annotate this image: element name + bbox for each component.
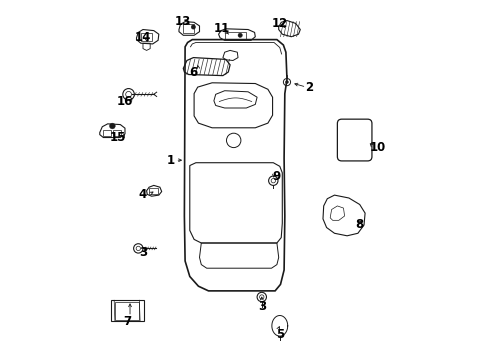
Text: 7: 7 — [123, 315, 131, 328]
Bar — [149, 188, 158, 194]
Bar — [103, 130, 111, 136]
Circle shape — [191, 25, 195, 29]
Circle shape — [238, 33, 242, 37]
Text: 10: 10 — [369, 141, 385, 154]
Text: 13: 13 — [175, 15, 191, 28]
Text: 14: 14 — [135, 31, 151, 44]
Text: 8: 8 — [355, 219, 363, 231]
Bar — [111, 300, 143, 321]
Text: 5: 5 — [276, 328, 284, 341]
Text: 3: 3 — [258, 300, 266, 313]
Bar — [182, 24, 194, 33]
Text: 6: 6 — [189, 66, 197, 78]
Bar — [113, 130, 121, 136]
Text: 11: 11 — [214, 22, 230, 35]
Text: 1: 1 — [166, 154, 174, 167]
Circle shape — [109, 123, 115, 129]
Text: 3: 3 — [139, 246, 147, 259]
Text: 16: 16 — [117, 95, 133, 108]
Bar — [224, 32, 246, 39]
Text: 15: 15 — [109, 131, 126, 144]
Text: 12: 12 — [271, 17, 287, 30]
Circle shape — [285, 81, 288, 84]
Text: 4: 4 — [139, 188, 147, 201]
Bar — [115, 302, 139, 320]
Bar — [141, 33, 151, 41]
Text: 2: 2 — [305, 81, 313, 94]
Text: 9: 9 — [272, 170, 281, 183]
